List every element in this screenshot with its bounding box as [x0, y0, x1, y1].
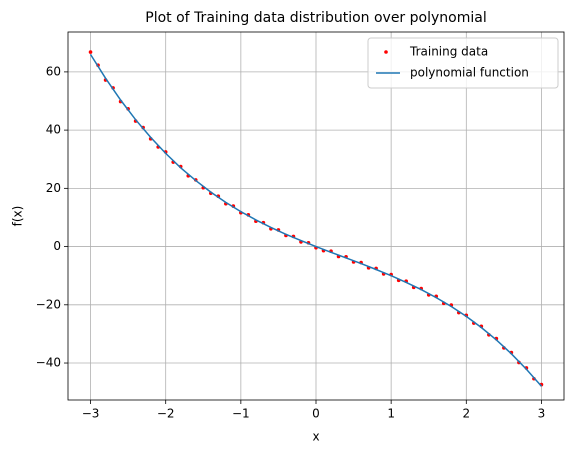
data-point — [88, 50, 93, 54]
x-tick-label: −3 — [82, 407, 100, 421]
x-tick-label: 0 — [312, 407, 320, 421]
y-tick-label: −20 — [36, 297, 61, 311]
chart-title: Plot of Training data distribution over … — [145, 10, 486, 26]
x-axis-label: x — [312, 430, 319, 444]
x-tick-label: −1 — [232, 407, 250, 421]
x-tick-label: 2 — [462, 407, 470, 421]
x-tick-label: −2 — [157, 407, 175, 421]
y-tick-label: 40 — [46, 123, 61, 137]
legend-marker — [384, 50, 388, 54]
y-tick-label: 60 — [46, 64, 61, 78]
y-tick-label: 0 — [53, 239, 61, 253]
plot-frame — [67, 31, 565, 401]
y-axis-label: f(x) — [11, 206, 25, 227]
line-series — [89, 53, 543, 387]
x-tick-label: 3 — [538, 407, 546, 421]
legend-label: Training data — [409, 45, 488, 59]
legend-box — [367, 37, 559, 89]
x-tick-label: 1 — [387, 407, 395, 421]
y-tick-label: −40 — [36, 356, 61, 370]
legend-label: polynomial function — [410, 66, 529, 80]
y-tick-label: 20 — [46, 181, 61, 195]
